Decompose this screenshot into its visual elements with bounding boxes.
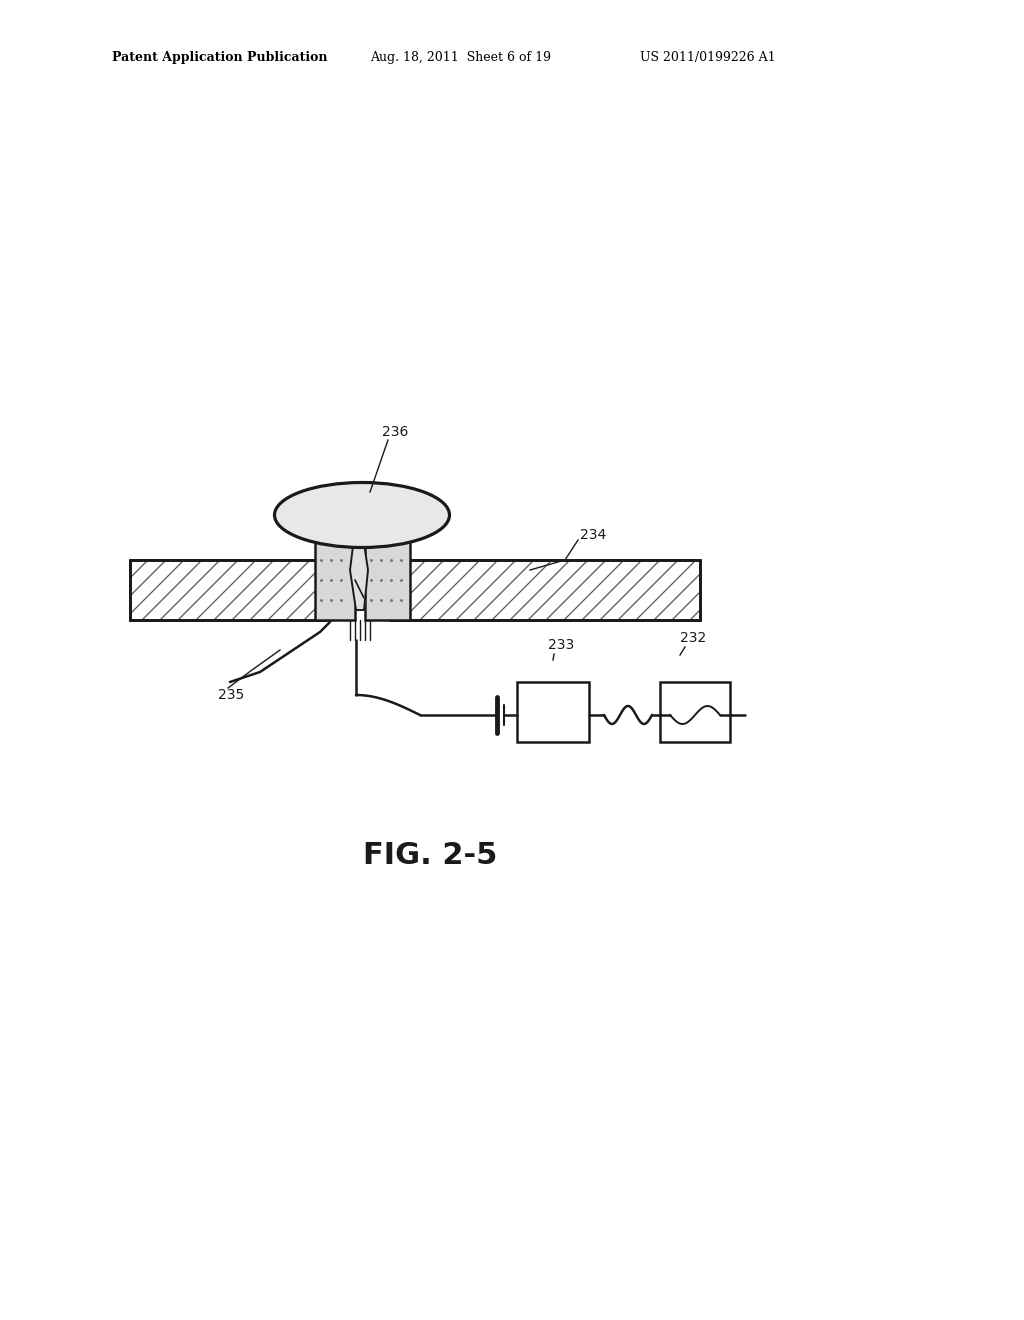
Text: Patent Application Publication: Patent Application Publication bbox=[112, 51, 328, 65]
Text: Aug. 18, 2011  Sheet 6 of 19: Aug. 18, 2011 Sheet 6 of 19 bbox=[370, 51, 551, 65]
Ellipse shape bbox=[274, 483, 450, 548]
Text: 234: 234 bbox=[580, 528, 606, 543]
Text: 233: 233 bbox=[548, 638, 574, 652]
Text: FIG. 2-5: FIG. 2-5 bbox=[362, 841, 498, 870]
Bar bbox=[660, 682, 730, 742]
Polygon shape bbox=[350, 531, 368, 610]
Bar bbox=[390, 560, 700, 620]
Text: 232: 232 bbox=[680, 631, 707, 645]
Bar bbox=[365, 490, 410, 620]
Bar bbox=[130, 560, 330, 620]
Text: US 2011/0199226 A1: US 2011/0199226 A1 bbox=[640, 51, 775, 65]
Bar bbox=[315, 490, 355, 620]
Text: 235: 235 bbox=[218, 688, 245, 702]
Text: 236: 236 bbox=[382, 425, 409, 440]
Bar bbox=[517, 682, 589, 742]
